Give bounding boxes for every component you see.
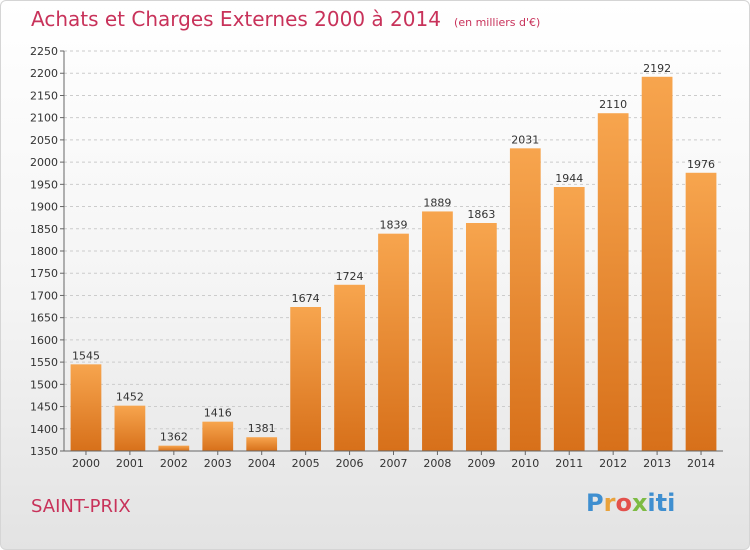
proxiti-logo: Proxiti [586, 489, 676, 517]
data-label: 1863 [467, 208, 495, 221]
bar-2001 [114, 405, 146, 451]
y-tick-label: 1650 [30, 312, 58, 325]
bar-2010 [509, 148, 541, 452]
bar-2003 [202, 421, 234, 451]
y-tick-label: 1750 [30, 267, 58, 280]
data-label: 1545 [72, 349, 100, 362]
data-label: 1889 [423, 196, 451, 209]
chart-title: Achats et Charges Externes 2000 à 2014 [31, 7, 441, 31]
bar-layer [70, 76, 717, 452]
data-label: 2192 [643, 62, 671, 75]
y-tick-label: 1450 [30, 401, 58, 414]
y-tick-label: 1950 [30, 178, 58, 191]
x-tick-label: 2004 [248, 457, 276, 470]
x-tick-label: 2002 [160, 457, 188, 470]
label-layer: 1545 1452 1362 1416 1381 1674 1724 1839 1889 1863… [72, 62, 715, 444]
title-row: Achats et Charges Externes 2000 à 2014 (… [31, 7, 540, 31]
y-tick-label: 1900 [30, 201, 58, 214]
bar-2014 [685, 172, 717, 451]
data-label: 1381 [248, 422, 276, 435]
data-label: 1839 [380, 219, 408, 232]
bar-2007 [378, 233, 409, 451]
data-label: 2031 [511, 133, 539, 146]
x-tick-label: 2001 [116, 457, 144, 470]
y-tick-label: 1350 [30, 445, 58, 458]
axis-layer: 1350 1400 1450 1500 1550 1600 1650 1700 1750 1800… [30, 45, 723, 470]
y-tick-label: 1800 [30, 245, 58, 258]
y-tick-label: 2250 [30, 45, 58, 58]
bar-2005 [290, 307, 322, 451]
data-label: 1452 [116, 391, 144, 404]
y-tick-label: 1600 [30, 334, 58, 347]
y-tick-label: 1550 [30, 356, 58, 369]
commune-name: SAINT-PRIX [31, 496, 131, 517]
bar-2008 [422, 211, 453, 451]
bar-2013 [641, 76, 673, 452]
grid-layer [64, 50, 723, 452]
bar-2009 [465, 223, 497, 451]
x-tick-label: 2006 [336, 457, 364, 470]
data-label: 1674 [292, 292, 320, 305]
chart-subtitle: (en milliers d'€) [454, 16, 541, 29]
x-tick-label: 2012 [599, 457, 627, 470]
data-label: 1944 [555, 172, 583, 185]
x-tick-label: 2007 [380, 457, 408, 470]
bar-2011 [553, 187, 585, 451]
y-tick-label: 2150 [30, 89, 58, 102]
x-tick-label: 2003 [204, 457, 232, 470]
y-tick-label: 1850 [30, 223, 58, 236]
y-tick-label: 2050 [30, 134, 58, 147]
bar-2006 [334, 284, 365, 451]
x-tick-label: 2013 [643, 457, 671, 470]
y-tick-label: 2200 [30, 67, 58, 80]
bar-2004 [246, 437, 278, 451]
data-label: 2110 [599, 98, 627, 111]
x-tick-label: 2010 [511, 457, 539, 470]
x-tick-label: 2000 [72, 457, 100, 470]
data-label: 1416 [204, 407, 232, 420]
x-tick-label: 2005 [292, 457, 320, 470]
x-tick-label: 2014 [687, 457, 715, 470]
bar-2002 [158, 445, 190, 451]
data-label: 1976 [687, 158, 715, 171]
bar-2000 [70, 364, 102, 451]
bar-2012 [597, 113, 629, 451]
x-tick-label: 2011 [555, 457, 583, 470]
y-tick-label: 2000 [30, 156, 58, 169]
y-tick-label: 1700 [30, 289, 58, 302]
data-label: 1724 [336, 270, 364, 283]
y-tick-label: 1400 [30, 423, 58, 436]
x-tick-label: 2008 [423, 457, 451, 470]
y-tick-label: 2100 [30, 112, 58, 125]
x-tick-label: 2009 [467, 457, 495, 470]
data-label: 1362 [160, 431, 188, 444]
y-tick-label: 1500 [30, 378, 58, 391]
